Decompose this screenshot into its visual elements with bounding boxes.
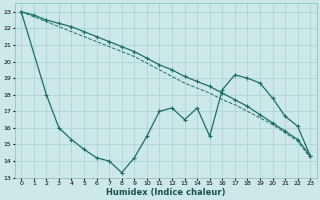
X-axis label: Humidex (Indice chaleur): Humidex (Indice chaleur) — [106, 188, 226, 197]
